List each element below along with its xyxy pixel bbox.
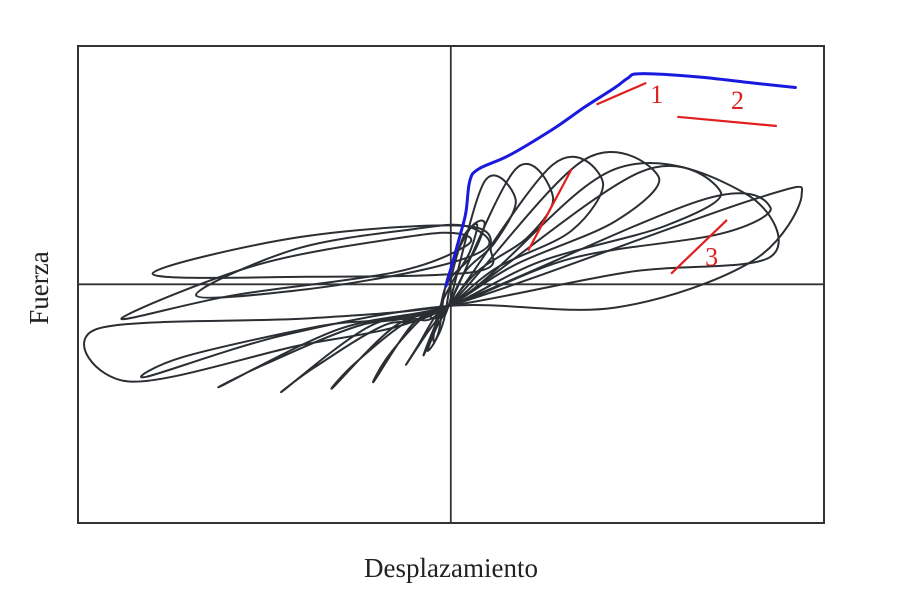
x-axis-label: Desplazamiento (364, 553, 538, 583)
hysteresis-loop-3 (372, 155, 604, 384)
hysteresis-loop-5 (280, 165, 722, 394)
annotation-label-2: 2 (731, 86, 744, 115)
annotation-line-unlabeled (527, 168, 573, 252)
hysteresis-loop-4 (330, 151, 661, 390)
annotation-label-3: 3 (705, 243, 718, 272)
hysteresis-loop-7 (140, 185, 804, 379)
annotation-line-2 (677, 115, 777, 128)
envelope-curve (444, 72, 797, 288)
annotation-label-1: 1 (650, 80, 663, 109)
annotation-line-1 (596, 81, 647, 106)
hysteresis-loop-12 (120, 231, 473, 321)
hysteresis-loop-11 (195, 223, 491, 299)
annotation-group: 1 2 3 (527, 80, 777, 275)
y-axis-label: Fuerza (24, 251, 54, 324)
envelope-curve-group (444, 72, 797, 288)
hysteresis-loops (83, 151, 804, 394)
hysteresis-loop-13 (151, 224, 495, 279)
hysteresis-loop-10 (432, 222, 479, 343)
hysteresis-loop-8 (83, 161, 780, 383)
annotation-line-3 (670, 219, 728, 275)
